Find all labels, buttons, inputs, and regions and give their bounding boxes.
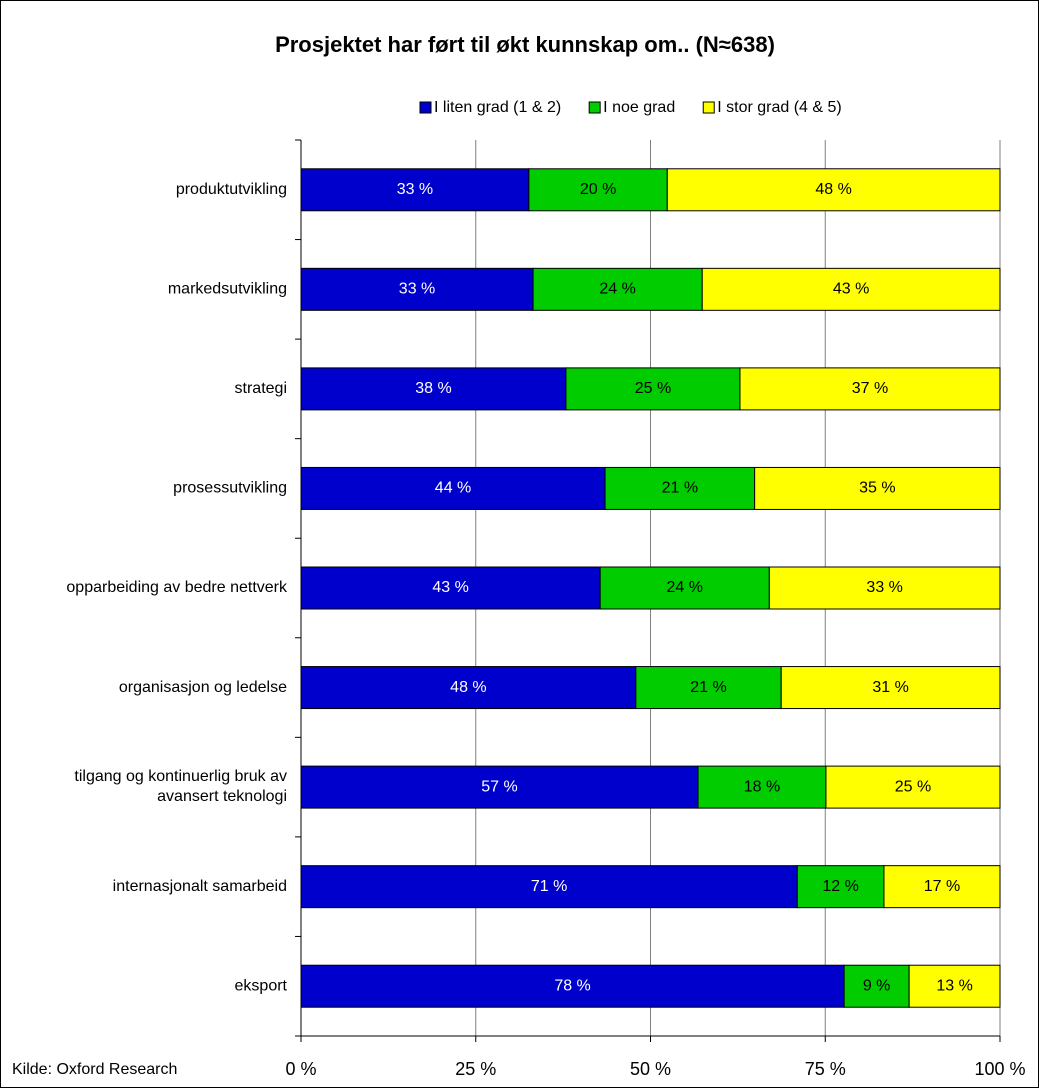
legend-label: I liten grad (1 & 2) <box>434 99 561 116</box>
bar-segment <box>754 466 1001 510</box>
bar-segment <box>697 765 827 809</box>
data-label: 9 % <box>863 977 891 994</box>
bar-segment <box>532 267 703 311</box>
data-label: 21 % <box>690 679 726 696</box>
data-label: 33 % <box>866 579 902 596</box>
bar-segment <box>300 964 845 1008</box>
bar-segment <box>300 367 567 411</box>
bar-segment <box>908 964 1001 1008</box>
x-tick-label: 0 % <box>285 1059 316 1079</box>
y-tick-label: prosessutvikling <box>173 480 287 497</box>
bar-segment <box>604 466 756 510</box>
y-tick-label: markedsutvikling <box>168 281 287 298</box>
data-label: 78 % <box>554 977 590 994</box>
data-label: 13 % <box>936 977 972 994</box>
bar-segment <box>883 865 1001 909</box>
y-tick-label: opparbeiding av bedre nettverk <box>66 579 288 596</box>
bar-segment <box>300 666 637 710</box>
bar-segment <box>825 765 1001 809</box>
data-label: 33 % <box>397 181 433 198</box>
data-label: 21 % <box>662 480 698 497</box>
bar-segment <box>300 466 606 510</box>
bar-segment <box>300 765 699 809</box>
data-label: 24 % <box>667 579 703 596</box>
data-label: 71 % <box>531 878 567 895</box>
bar-segment <box>300 865 798 909</box>
bar-segment <box>666 168 1001 212</box>
y-tick-label: organisasjon og ledelse <box>119 679 287 696</box>
data-label: 43 % <box>432 579 468 596</box>
legend-label: I noe grad <box>603 99 675 116</box>
bar-segment <box>701 267 1001 311</box>
x-tick-label: 100 % <box>974 1059 1025 1079</box>
data-label: 24 % <box>599 281 635 298</box>
data-label: 38 % <box>415 380 451 397</box>
bar-segment <box>780 666 1001 710</box>
bar-segment <box>565 367 741 411</box>
data-label: 20 % <box>580 181 616 198</box>
y-tick-label: produktutvikling <box>176 181 287 198</box>
bar-segment <box>528 168 668 212</box>
data-label: 43 % <box>833 281 869 298</box>
data-label: 25 % <box>635 380 671 397</box>
data-label: 25 % <box>895 778 931 795</box>
bar-segment <box>300 566 601 610</box>
bar-segment <box>796 865 885 909</box>
data-label: 48 % <box>815 181 851 198</box>
y-tick-label: internasjonalt samarbeid <box>113 878 287 895</box>
x-tick-label: 25 % <box>455 1059 496 1079</box>
chart-title: Prosjektet har ført til økt kunnskap om.… <box>275 32 775 57</box>
legend-swatch <box>588 101 601 114</box>
data-label: 33 % <box>399 281 435 298</box>
bar-segment <box>599 566 770 610</box>
bar-segment <box>635 666 782 710</box>
bar-segment <box>768 566 1001 610</box>
bar-segment <box>739 367 1001 411</box>
data-label: 57 % <box>481 778 517 795</box>
data-label: 48 % <box>450 679 486 696</box>
bar-segment <box>300 168 530 212</box>
data-label: 44 % <box>435 480 471 497</box>
x-tick-label: 75 % <box>805 1059 846 1079</box>
data-label: 35 % <box>859 480 895 497</box>
data-label: 12 % <box>822 878 858 895</box>
legend-label: I stor grad (4 & 5) <box>717 99 842 116</box>
source: Kilde: Oxford Research <box>12 1061 177 1078</box>
y-tick-label: tilgang og kontinuerlig bruk av avansert … <box>74 768 287 805</box>
data-label: 31 % <box>872 679 908 696</box>
data-label: 18 % <box>744 778 780 795</box>
y-tick-label: eksport <box>235 977 288 994</box>
legend-swatch <box>419 101 432 114</box>
x-tick-label: 50 % <box>630 1059 671 1079</box>
data-label: 17 % <box>924 878 960 895</box>
y-tick-label: strategi <box>235 380 287 397</box>
legend-swatch <box>702 101 715 114</box>
data-label: 37 % <box>852 380 888 397</box>
